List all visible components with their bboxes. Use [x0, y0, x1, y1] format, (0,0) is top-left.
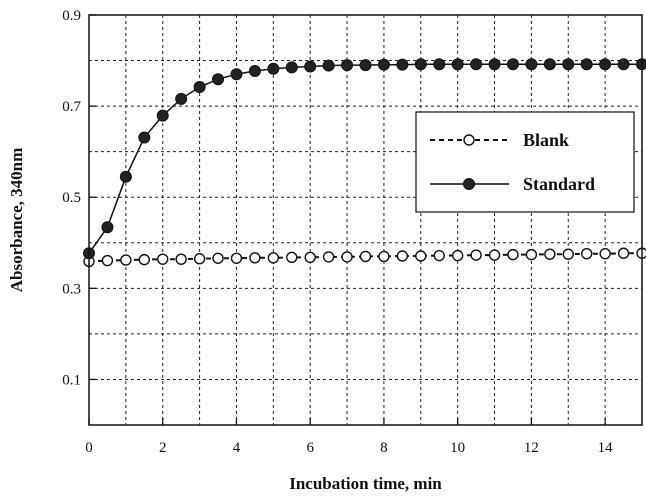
data-point-blank — [359, 250, 372, 263]
data-point-standard — [304, 60, 317, 73]
data-point-standard — [562, 58, 575, 71]
data-point-standard — [175, 92, 188, 105]
data-point-blank — [507, 248, 519, 261]
ticks: 0.1 0.3 0.5 0.7 0.9 0 2 4 6 8 10 12 14 — [62, 8, 613, 456]
data-point-standard — [451, 58, 464, 71]
data-point-standard — [341, 59, 354, 72]
data-point-blank — [470, 249, 482, 261]
data-point-standard — [543, 58, 556, 71]
y-tick-label: 0.7 — [62, 99, 81, 115]
data-point-blank — [230, 252, 243, 264]
data-point-standard — [580, 58, 593, 71]
x-axis-title: Incubation time, min — [289, 474, 442, 493]
data-point-blank — [101, 254, 114, 267]
data-point-blank — [525, 248, 538, 261]
data-point-blank — [581, 248, 593, 260]
data-point-blank — [433, 249, 445, 262]
data-point-blank — [249, 252, 261, 264]
data-point-standard — [525, 58, 538, 71]
data-point-standard — [193, 80, 206, 93]
legend-marker-standard — [463, 178, 475, 190]
data-point-standard — [230, 68, 243, 81]
data-point-standard — [506, 58, 519, 71]
data-point-standard — [101, 221, 114, 234]
y-axis-title: Absorbance, 340nm — [7, 148, 26, 293]
x-tick-label: 6 — [306, 440, 314, 456]
data-point-blank — [212, 252, 224, 264]
data-point-blank — [415, 250, 427, 262]
legend-label-blank: Blank — [523, 130, 569, 150]
x-tick-label: 4 — [233, 440, 241, 456]
data-point-blank — [322, 251, 335, 263]
data-point-standard — [156, 109, 169, 122]
data-point-blank — [267, 252, 280, 264]
y-tick-label: 0.3 — [62, 281, 81, 297]
data-point-standard — [414, 58, 427, 71]
x-tick-label: 2 — [159, 440, 167, 456]
data-point-blank — [304, 251, 316, 264]
data-point-blank — [562, 248, 574, 260]
legend-label-standard: Standard — [523, 174, 595, 194]
data-point-standard — [488, 58, 501, 71]
data-point-blank — [617, 247, 630, 259]
data-point-standard — [285, 61, 298, 74]
data-point-standard — [138, 131, 151, 144]
data-point-blank — [396, 250, 409, 262]
legend-marker-blank — [463, 134, 475, 146]
data-point-standard — [470, 58, 483, 71]
data-point-blank — [120, 254, 132, 266]
data-point-standard — [119, 170, 132, 183]
grid — [89, 15, 642, 425]
y-tick-label: 0.5 — [62, 190, 81, 206]
legend-box — [415, 111, 635, 213]
data-point-blank — [193, 253, 206, 265]
data-point-blank — [488, 249, 501, 261]
y-tick-label: 0.1 — [62, 372, 81, 388]
data-point-blank — [544, 248, 556, 260]
data-point-standard — [248, 65, 261, 78]
x-tick-label: 8 — [380, 440, 388, 456]
legend: Blank Standard — [415, 111, 635, 213]
data-point-blank — [599, 248, 611, 260]
x-tick-label: 14 — [598, 440, 614, 456]
data-point-standard — [599, 58, 612, 71]
series-layer — [83, 58, 646, 268]
data-point-blank — [451, 249, 464, 262]
y-tick-label: 0.9 — [62, 8, 81, 24]
data-point-standard — [322, 59, 335, 72]
data-point-standard — [617, 58, 630, 71]
data-point-standard — [396, 58, 409, 71]
x-tick-label: 0 — [85, 440, 93, 456]
data-point-standard — [377, 58, 390, 71]
data-point-standard — [433, 58, 446, 71]
data-point-blank — [341, 251, 353, 263]
plot-frame — [88, 14, 643, 426]
data-point-standard — [267, 62, 280, 75]
data-point-blank — [378, 250, 390, 263]
x-tick-label: 10 — [450, 440, 465, 456]
data-point-blank — [175, 253, 187, 265]
data-point-standard — [359, 59, 372, 72]
data-point-blank — [138, 253, 151, 266]
data-point-blank — [157, 253, 169, 265]
x-tick-label: 12 — [524, 440, 539, 456]
data-point-blank — [286, 251, 298, 264]
data-point-standard — [212, 73, 225, 86]
